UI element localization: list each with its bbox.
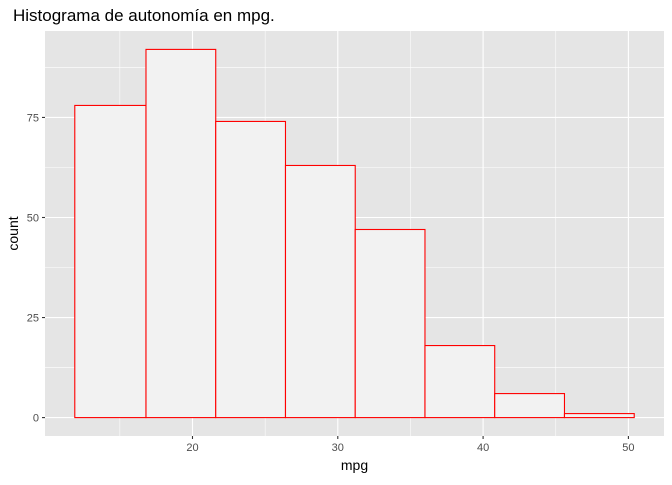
- x-tick-label: 40: [477, 442, 489, 454]
- histogram-bar: [563, 413, 635, 419]
- y-tick-label: 25: [27, 313, 39, 325]
- x-axis: 20 30 40 50: [186, 436, 635, 454]
- chart-title: Histograma de autonomía en mpg.: [13, 6, 275, 25]
- histogram-bar: [74, 104, 147, 419]
- y-tick-label: 75: [27, 112, 39, 124]
- histogram-bar: [494, 393, 566, 419]
- x-tick-label: 20: [186, 442, 198, 454]
- y-axis: 0 25 50 75: [27, 112, 45, 425]
- y-axis-title: count: [5, 216, 21, 250]
- histogram-bar: [354, 228, 426, 419]
- histogram-bar: [215, 120, 287, 419]
- y-tick-label: 0: [33, 413, 39, 425]
- histogram-bar: [284, 164, 356, 419]
- histogram-bars: [74, 48, 635, 419]
- histogram-bar: [424, 345, 496, 419]
- x-tick-label: 30: [332, 442, 344, 454]
- x-axis-title: mpg: [341, 457, 368, 473]
- x-tick-label: 50: [622, 442, 634, 454]
- y-tick-label: 50: [27, 212, 39, 224]
- histogram-bar: [145, 48, 217, 419]
